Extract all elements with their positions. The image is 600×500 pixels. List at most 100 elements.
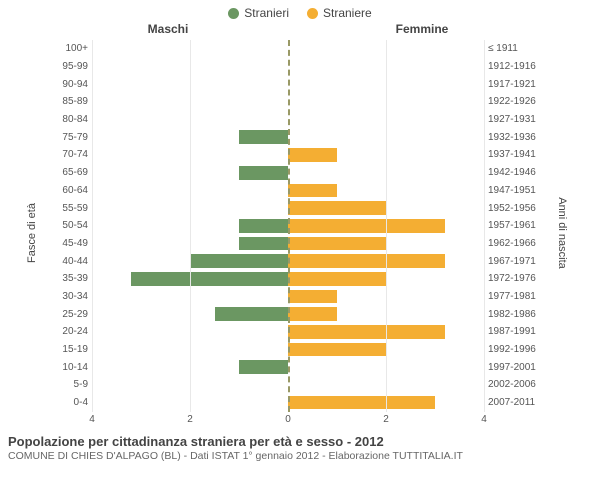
birth-year-label: 1937-1941 bbox=[484, 149, 540, 160]
age-label: 95-99 bbox=[50, 61, 92, 72]
gridline bbox=[92, 40, 93, 412]
legend-swatch-male bbox=[228, 8, 239, 19]
bar-male bbox=[239, 360, 288, 374]
x-tick: 2 bbox=[187, 414, 193, 425]
bar-male bbox=[239, 130, 288, 144]
bar-female bbox=[288, 148, 337, 162]
birth-year-label: 1987-1991 bbox=[484, 326, 540, 337]
bar-female bbox=[288, 272, 386, 286]
birth-year-label: 2007-2011 bbox=[484, 397, 540, 408]
pyramid-rows: 100+ ≤ 1911 95-99 1912-1916 90-94 1917-1921 85… bbox=[50, 40, 540, 412]
pyramid-row: 50-54 1957-1961 bbox=[50, 217, 540, 235]
bar-female bbox=[288, 325, 445, 339]
chart-title: Popolazione per cittadinanza straniera p… bbox=[8, 434, 592, 449]
birth-year-label: 2002-2006 bbox=[484, 379, 540, 390]
chart-container: Stranieri Straniere Maschi Femmine Fasce… bbox=[0, 0, 600, 500]
birth-year-label: 1952-1956 bbox=[484, 203, 540, 214]
header-male: Maschi bbox=[50, 22, 286, 36]
pyramid-row: 15-19 1992-1996 bbox=[50, 341, 540, 359]
bar-male bbox=[190, 254, 288, 268]
age-label: 100+ bbox=[50, 43, 92, 54]
birth-year-label: 1932-1936 bbox=[484, 132, 540, 143]
pyramid-row: 65-69 1942-1946 bbox=[50, 164, 540, 182]
age-label: 55-59 bbox=[50, 203, 92, 214]
age-label: 70-74 bbox=[50, 149, 92, 160]
pyramid-row: 85-89 1922-1926 bbox=[50, 93, 540, 111]
pyramid-row: 25-29 1982-1986 bbox=[50, 305, 540, 323]
bar-male bbox=[239, 166, 288, 180]
pyramid-row: 45-491962-1966 bbox=[50, 235, 540, 253]
age-label: 45-49 bbox=[50, 238, 92, 249]
chart-subtitle: COMUNE DI CHIES D'ALPAGO (BL) - Dati IST… bbox=[8, 450, 592, 462]
bar-female bbox=[288, 201, 386, 215]
gridline bbox=[484, 40, 485, 412]
birth-year-label: 1912-1916 bbox=[484, 61, 540, 72]
chart-footer: Popolazione per cittadinanza straniera p… bbox=[0, 430, 600, 462]
center-line bbox=[288, 40, 290, 412]
bar-female bbox=[288, 343, 386, 357]
bar-female bbox=[288, 307, 337, 321]
age-label: 35-39 bbox=[50, 273, 92, 284]
age-label: 5-9 bbox=[50, 379, 92, 390]
age-label: 50-54 bbox=[50, 220, 92, 231]
legend-label-male: Stranieri bbox=[244, 6, 289, 20]
birth-year-label: 1977-1981 bbox=[484, 291, 540, 302]
legend-swatch-female bbox=[307, 8, 318, 19]
age-label: 40-44 bbox=[50, 256, 92, 267]
chart-area: Fasce di età Anni di nascita 100+ ≤ 1911 9… bbox=[0, 36, 600, 430]
birth-year-label: 1982-1986 bbox=[484, 309, 540, 320]
birth-year-label: 1947-1951 bbox=[484, 185, 540, 196]
birth-year-label: 1957-1961 bbox=[484, 220, 540, 231]
bar-male bbox=[215, 307, 289, 321]
gridline bbox=[386, 40, 387, 412]
bar-male bbox=[239, 219, 288, 233]
y-axis-label-right: Anni di nascita bbox=[556, 197, 568, 269]
pyramid-row: 0-4 2007-2011 bbox=[50, 394, 540, 412]
header-female: Femmine bbox=[304, 22, 540, 36]
age-label: 0-4 bbox=[50, 397, 92, 408]
legend-label-female: Straniere bbox=[323, 6, 372, 20]
bar-female bbox=[288, 254, 445, 268]
pyramid-row: 30-34 1977-1981 bbox=[50, 288, 540, 306]
birth-year-label: 1992-1996 bbox=[484, 344, 540, 355]
birth-year-label: 1917-1921 bbox=[484, 79, 540, 90]
legend-item-female: Straniere bbox=[307, 6, 372, 20]
pyramid-row: 40-441967-1971 bbox=[50, 252, 540, 270]
birth-year-label: 1972-1976 bbox=[484, 273, 540, 284]
age-label: 80-84 bbox=[50, 114, 92, 125]
x-axis: 42024 bbox=[0, 414, 600, 430]
age-label: 15-19 bbox=[50, 344, 92, 355]
age-label: 30-34 bbox=[50, 291, 92, 302]
bar-female bbox=[288, 184, 337, 198]
x-tick: 4 bbox=[481, 414, 487, 425]
bar-female bbox=[288, 396, 435, 410]
pyramid-row: 80-84 1927-1931 bbox=[50, 111, 540, 129]
pyramid-row: 35-39 1972-1976 bbox=[50, 270, 540, 288]
pyramid-row: 90-94 1917-1921 bbox=[50, 75, 540, 93]
age-label: 25-29 bbox=[50, 309, 92, 320]
x-tick: 2 bbox=[383, 414, 389, 425]
y-axis-label-left: Fasce di età bbox=[26, 203, 38, 263]
birth-year-label: 1997-2001 bbox=[484, 362, 540, 373]
pyramid-row: 100+ ≤ 1911 bbox=[50, 40, 540, 58]
x-tick: 0 bbox=[285, 414, 291, 425]
birth-year-label: 1922-1926 bbox=[484, 96, 540, 107]
bar-male bbox=[131, 272, 288, 286]
pyramid-row: 10-141997-2001 bbox=[50, 358, 540, 376]
bar-female bbox=[288, 237, 386, 251]
age-label: 60-64 bbox=[50, 185, 92, 196]
pyramid-row: 5-9 2002-2006 bbox=[50, 376, 540, 394]
gridline bbox=[190, 40, 191, 412]
pyramid-row: 70-74 1937-1941 bbox=[50, 146, 540, 164]
birth-year-label: ≤ 1911 bbox=[484, 43, 540, 54]
age-label: 85-89 bbox=[50, 96, 92, 107]
pyramid-row: 60-64 1947-1951 bbox=[50, 182, 540, 200]
birth-year-label: 1942-1946 bbox=[484, 167, 540, 178]
bar-female bbox=[288, 219, 445, 233]
bar-male bbox=[239, 237, 288, 251]
age-label: 65-69 bbox=[50, 167, 92, 178]
age-label: 90-94 bbox=[50, 79, 92, 90]
bar-female bbox=[288, 290, 337, 304]
column-headers: Maschi Femmine bbox=[0, 22, 600, 36]
birth-year-label: 1927-1931 bbox=[484, 114, 540, 125]
